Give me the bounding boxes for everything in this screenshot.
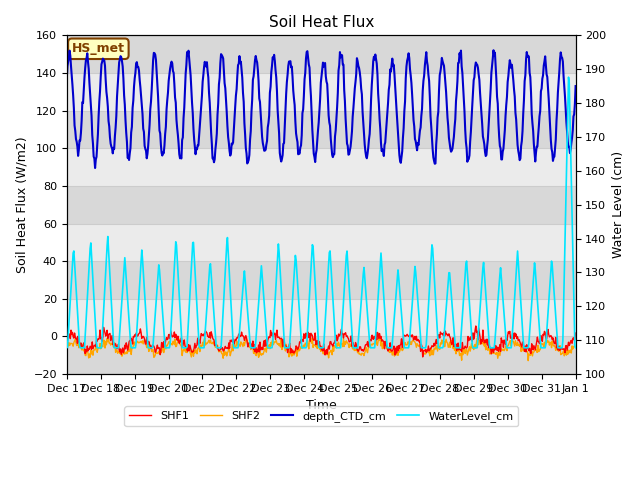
Line: SHF1: SHF1 bbox=[67, 326, 575, 357]
Y-axis label: Water Level (cm): Water Level (cm) bbox=[612, 151, 625, 258]
depth_CTD_cm bbox=[204, 68, 211, 74]
SHF2 bbox=[524, 358, 532, 363]
SHF1 bbox=[203, 330, 211, 336]
SHF2 bbox=[63, 342, 70, 348]
SHF1 bbox=[176, 338, 184, 344]
WaterLevel_cm bbox=[564, 74, 572, 80]
WaterLevel_cm bbox=[63, 345, 70, 351]
Bar bbox=[67, 299, 575, 336]
Bar bbox=[67, 110, 575, 148]
SHF1 bbox=[397, 336, 405, 342]
X-axis label: Time: Time bbox=[306, 399, 337, 412]
depth_CTD_cm bbox=[490, 48, 497, 53]
Legend: SHF1, SHF2, depth_CTD_cm, WaterLevel_cm: SHF1, SHF2, depth_CTD_cm, WaterLevel_cm bbox=[124, 407, 518, 426]
Bar bbox=[67, 186, 575, 224]
SHF1 bbox=[72, 336, 80, 342]
Line: WaterLevel_cm: WaterLevel_cm bbox=[67, 77, 575, 348]
SHF1 bbox=[383, 343, 390, 349]
Bar bbox=[67, 36, 575, 73]
Text: HS_met: HS_met bbox=[72, 42, 125, 55]
Bar bbox=[67, 261, 575, 299]
SHF2 bbox=[176, 342, 184, 348]
SHF1 bbox=[472, 323, 479, 329]
SHF2 bbox=[375, 335, 383, 340]
Bar bbox=[67, 73, 575, 110]
WaterLevel_cm bbox=[203, 304, 211, 310]
SHF1 bbox=[419, 354, 427, 360]
depth_CTD_cm bbox=[383, 111, 391, 117]
WaterLevel_cm bbox=[383, 338, 390, 344]
SHF2 bbox=[72, 340, 80, 346]
WaterLevel_cm bbox=[125, 307, 132, 313]
SHF2 bbox=[398, 348, 406, 353]
Line: SHF2: SHF2 bbox=[67, 337, 575, 360]
Bar bbox=[67, 224, 575, 261]
WaterLevel_cm bbox=[397, 311, 405, 317]
SHF1 bbox=[63, 336, 70, 342]
Title: Soil Heat Flux: Soil Heat Flux bbox=[269, 15, 374, 30]
SHF2 bbox=[203, 341, 211, 347]
SHF1 bbox=[125, 345, 132, 350]
Y-axis label: Soil Heat Flux (W/m2): Soil Heat Flux (W/m2) bbox=[15, 136, 28, 273]
SHF2 bbox=[572, 344, 579, 349]
Bar bbox=[67, 148, 575, 186]
depth_CTD_cm bbox=[572, 83, 579, 89]
Bar bbox=[67, 336, 575, 374]
depth_CTD_cm bbox=[63, 76, 70, 82]
SHF2 bbox=[383, 345, 391, 351]
WaterLevel_cm bbox=[72, 284, 80, 289]
WaterLevel_cm bbox=[176, 306, 184, 312]
SHF1 bbox=[572, 330, 579, 336]
Line: depth_CTD_cm: depth_CTD_cm bbox=[67, 50, 575, 168]
depth_CTD_cm bbox=[72, 136, 80, 142]
WaterLevel_cm bbox=[572, 345, 579, 351]
depth_CTD_cm bbox=[398, 148, 406, 154]
depth_CTD_cm bbox=[177, 155, 184, 160]
SHF2 bbox=[125, 349, 132, 355]
depth_CTD_cm bbox=[125, 157, 133, 163]
depth_CTD_cm bbox=[92, 165, 99, 171]
